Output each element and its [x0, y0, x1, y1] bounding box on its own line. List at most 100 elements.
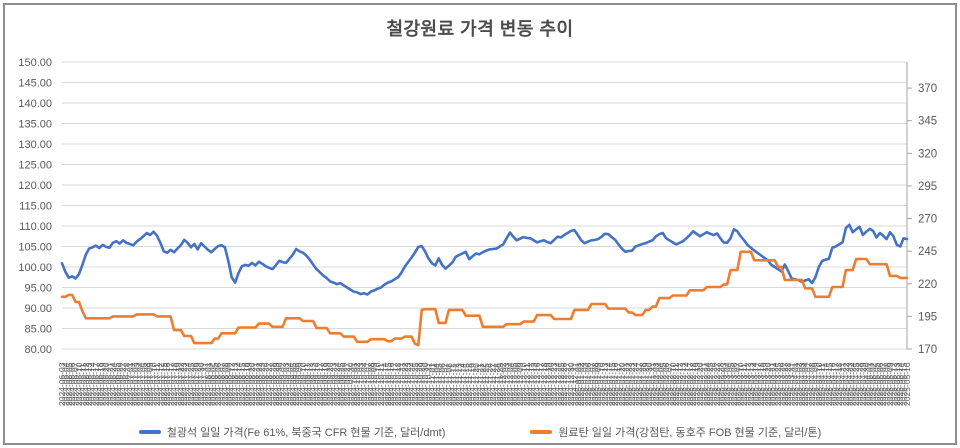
legend-item-coking-coal: 원료탄 일일 가격(강점탄, 동호주 FOB 현물 기준, 달러/톤): [530, 424, 821, 440]
x-axis-tick-label: 2024-08-19: [244, 362, 254, 406]
x-axis-tick-label: 2024-12-23: [549, 362, 559, 406]
x-axis-tick-label: 2025-03-03: [719, 362, 729, 406]
x-axis-tick-label: 2025-04-18: [834, 362, 844, 406]
x-axis-tick-label: 2024-07-18: [169, 362, 179, 406]
x-axis-tick-label: 2025-04-07: [804, 362, 814, 406]
x-axis-tick-label: 2025-02-12: [675, 362, 685, 406]
left-axis-tick-label: 145.00: [18, 78, 52, 90]
x-axis-tick-label: 2024-11-01: [427, 363, 437, 406]
x-axis-tick-label: 2025-01-27: [634, 362, 644, 406]
x-axis-tick-label: 2024-09-23: [329, 362, 339, 406]
x-axis-tick-label: 2024-09-10: [298, 362, 308, 406]
left-axis-tick-label: 95.00: [24, 283, 52, 295]
left-axis-tick-label: 90.00: [24, 303, 52, 315]
x-axis-tick-label: 2024-06-11: [77, 363, 87, 406]
left-axis-tick-label: 140.00: [18, 98, 52, 110]
x-axis-tick-label: 2024-07-04: [135, 362, 145, 406]
right-axis-tick-label: 370: [918, 83, 937, 95]
x-axis-tick-label: 2024-12-31: [569, 362, 579, 406]
x-axis-tick-label: 2025-01-16: [610, 362, 620, 406]
x-axis-tick-label: 2024-08-14: [234, 362, 244, 406]
left-axis-tick-label: 85.00: [24, 324, 52, 336]
x-axis-tick-label: 2024-11-20: [471, 363, 481, 406]
x-axis-tick-label: 2024-06-06: [67, 362, 77, 406]
x-axis-tick-label: 2024-09-05: [288, 362, 298, 406]
x-axis-tick-label: 2025-04-21: [838, 362, 848, 406]
x-axis-tick-label: 2024-12-06: [512, 362, 522, 406]
x-axis-tick-label: 2024-11-08: [444, 363, 454, 406]
x-axis-tick-label: 2024-08-12: [227, 362, 237, 406]
x-axis-tick-label: 2025-02-03: [651, 362, 661, 406]
x-axis-tick-label: 2025-02-21: [698, 362, 708, 406]
x-axis-tick-label: 2024-07-19: [172, 362, 182, 406]
x-axis-tick-label: 2024-10-17: [390, 362, 400, 406]
x-axis-tick-label: 2024-11-22: [478, 363, 488, 406]
left-axis-tick-label: 125.00: [18, 160, 52, 172]
x-axis-tick-label: 2024-08-09: [223, 362, 233, 406]
x-axis-tick-label: 2025-04-23: [844, 362, 854, 406]
x-axis-tick-label: 2024-11-26: [485, 363, 495, 406]
x-axis-tick-label: 2024-07-23: [179, 362, 189, 406]
left-axis-tick-label: 135.00: [18, 119, 52, 131]
x-axis-tick-label: 2025-04-24: [848, 362, 858, 406]
right-axis-tick-label: 270: [918, 214, 937, 226]
x-axis-tick-label: 2024-09-02: [278, 362, 288, 406]
x-axis-tick-label: 2024-10-21: [396, 362, 406, 406]
x-axis-tick-label: 2025-05-05: [872, 362, 882, 406]
x-axis-tick-label: 2025-01-14: [603, 362, 613, 406]
chart-title: 철강원료 가격 변동 추이: [386, 19, 574, 39]
x-axis-tick-label: 2024-11-07: [441, 363, 451, 406]
x-axis-tick-label: 2025-04-03: [797, 362, 807, 406]
x-axis-tick-label: 2025-03-31: [787, 362, 797, 406]
x-axis-tick-label: 2024-08-16: [240, 362, 250, 406]
x-axis-tick-label: 2025-01-09: [593, 362, 603, 406]
x-axis-tick-label: 2024-06-19: [98, 362, 108, 406]
x-axis-tick-label: 2024-09-11: [301, 363, 311, 406]
x-axis-tick-label: 2024-06-26: [115, 362, 125, 406]
x-axis-tick-label: 2025-04-28: [855, 362, 865, 406]
x-axis-tick-label: 2025-03-05: [726, 362, 736, 406]
x-axis-tick-label: 2025-03-11: [739, 363, 749, 406]
x-axis-tick-label: 2024-09-20: [325, 362, 335, 406]
x-axis-tick-label: 2025-05-09: [885, 362, 895, 406]
legend-label-iron-ore: 철광석 일일 가격(Fe 61%, 북중국 CFR 현물 기준, 달러/dmt): [166, 427, 446, 439]
x-axis-tick-label: 2024-06-28: [122, 362, 132, 406]
x-axis-tick-label: 2025-04-11: [817, 363, 827, 406]
x-axis-tick-label: 2024-10-24: [407, 362, 417, 406]
x-axis-tick-label: 2024-12-03: [502, 362, 512, 406]
legend-item-iron-ore: 철광석 일일 가격(Fe 61%, 북중국 CFR 현물 기준, 달러/dmt): [138, 424, 446, 440]
x-axis-tick-label: 2024-10-04: [359, 362, 369, 406]
x-axis-tick-label: 2025-02-25: [705, 362, 715, 406]
x-axis-tick-label: 2025-01-31: [648, 362, 658, 406]
x-axis-tick-label: 2024-08-13: [230, 362, 240, 406]
x-axis-tick-label: 2024-09-03: [281, 362, 291, 406]
x-axis-tick-label: 2024-09-30: [346, 362, 356, 406]
x-axis-tick-label: 2024-09-18: [318, 362, 328, 406]
right-axis-tick-label: 295: [918, 181, 937, 193]
x-axis-tick-label: 2024-08-29: [271, 362, 281, 406]
x-axis-tick-label: 2024-09-24: [332, 362, 342, 406]
x-axis-tick-label: 2025-05-14: [895, 362, 905, 406]
x-axis-tick-label: 2024-08-06: [213, 362, 223, 406]
x-axis-tick-label: 2024-10-08: [366, 362, 376, 406]
x-axis-tick-label: 2024-07-03: [132, 362, 142, 406]
x-axis-tick-label: 2024-07-16: [162, 362, 172, 406]
x-axis-tick-label: 2025-02-11: [671, 363, 681, 406]
left-axis-tick-label: 120.00: [18, 180, 52, 192]
x-axis-tick-label: 2025-01-29: [641, 362, 651, 406]
x-axis-tick-label: 2024-09-25: [335, 362, 345, 406]
x-axis-tick-label: 2025-01-15: [607, 362, 617, 406]
x-axis-tick-label: 2024-06-14: [88, 362, 98, 406]
x-axis-tick-label: 2024-12-02: [498, 362, 508, 406]
x-axis-tick-label: 2025-05-13: [892, 362, 902, 406]
x-axis-tick-label: 2024-10-07: [362, 362, 372, 406]
x-axis-tick-label: 2024-12-19: [542, 362, 552, 406]
x-axis-tick-label: 2025-03-19: [760, 362, 770, 406]
x-axis-tick-label: 2024-06-07: [71, 362, 81, 406]
left-axis-tick-label: 110.00: [19, 221, 52, 233]
x-axis-tick-label: 2024-07-29: [193, 362, 203, 406]
x-axis-tick-label: 2025-01-06: [583, 362, 593, 406]
x-axis-tick-label: 2024-12-27: [563, 362, 573, 406]
x-axis-tick-label: 2024-10-18: [393, 362, 403, 406]
